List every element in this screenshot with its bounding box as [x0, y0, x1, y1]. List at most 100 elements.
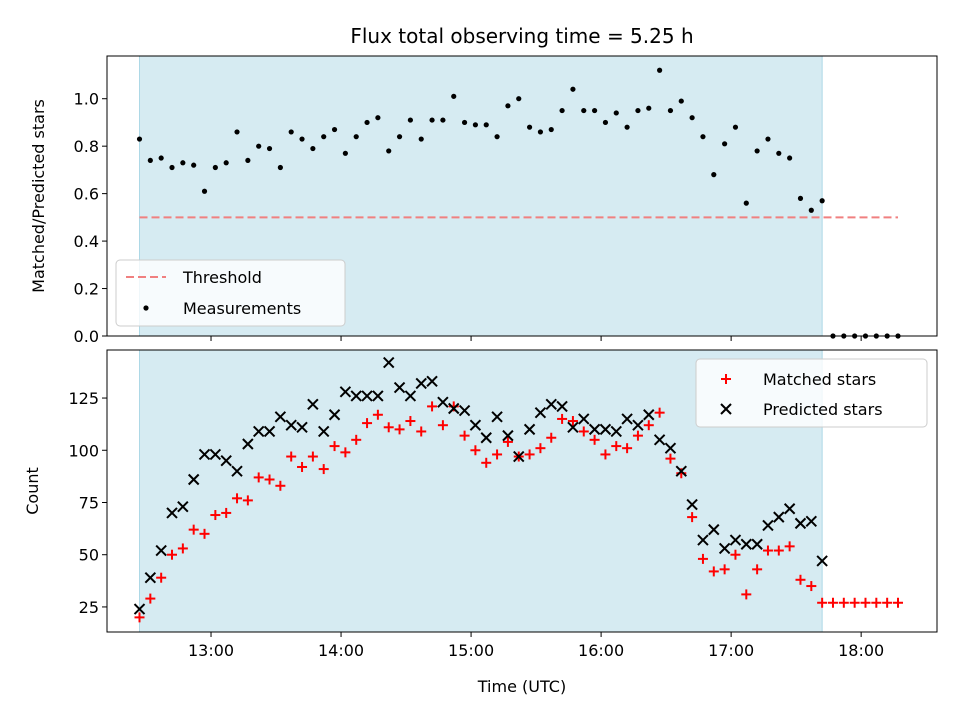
- matched-star-point: [871, 597, 882, 608]
- measurement-point: [722, 141, 728, 147]
- bottom-y-ticks: 25 50 75 100 125: [68, 389, 107, 617]
- legend-predicted-label: Predicted stars: [763, 400, 883, 419]
- predicted-star-point: [144, 571, 157, 584]
- matched-star-point: [199, 528, 210, 539]
- matched-star-point: [687, 512, 698, 523]
- predicted-star-point: [556, 400, 568, 413]
- matched-star-point: [741, 589, 752, 600]
- measurement-point: [700, 134, 706, 140]
- matched-star-point: [427, 401, 438, 412]
- measurement-point: [288, 129, 294, 135]
- predicted-star-point: [155, 544, 167, 557]
- predicted-star-point: [133, 603, 146, 615]
- measurement-point: [451, 93, 457, 99]
- top-legend-box: [115, 259, 346, 327]
- bottom-x-ticks: 13:00 14:00 15:00 16:00 17:00 18:00: [188, 632, 884, 660]
- measurement-point: [537, 129, 544, 135]
- predicted-star-point: [318, 425, 330, 438]
- matched-star-point: [827, 597, 838, 608]
- measurement-point: [191, 162, 197, 168]
- measurement-point: [201, 188, 208, 194]
- measurement-point: [147, 157, 153, 164]
- measurement-point: [331, 126, 338, 133]
- measurement-point: [613, 110, 619, 116]
- predicted-star-point: [534, 406, 547, 419]
- predicted-star-point: [231, 465, 243, 477]
- x-tick-label: 13:00: [188, 641, 234, 660]
- bottom-x-axis-label: Time (UTC): [477, 677, 566, 696]
- predicted-star-point: [415, 377, 427, 390]
- top-axes-frame: [106, 55, 938, 337]
- matched-star-point: [719, 564, 730, 575]
- matched-star-point: [156, 572, 167, 583]
- predicted-star-point: [469, 419, 482, 431]
- matched-star-point: [242, 495, 253, 506]
- x-tick-label: 18:00: [838, 641, 884, 660]
- measurement-point: [321, 134, 327, 140]
- measurement-point: [212, 164, 218, 171]
- matched-star-point: [145, 593, 156, 604]
- top-x-ticks: [210, 336, 862, 341]
- matched-star-point: [492, 449, 503, 460]
- measurement-point: [657, 67, 663, 73]
- measurement-point: [483, 122, 489, 128]
- matched-star-point: [643, 420, 654, 431]
- measurement-point: [776, 150, 782, 156]
- matched-star-point: [340, 447, 351, 458]
- matched-star-point: [383, 422, 394, 433]
- matched-star-point: [795, 574, 806, 585]
- predicted-star-point: [729, 534, 742, 546]
- predicted-star-point: [502, 429, 514, 442]
- measurement-point: [375, 115, 381, 121]
- matched-star-point: [177, 543, 188, 554]
- matched-star-point: [264, 474, 275, 485]
- measurement-point: [678, 98, 684, 104]
- measurement-point: [754, 148, 760, 154]
- matched-star-point: [849, 597, 860, 608]
- measurement-point: [440, 117, 446, 123]
- matched-star-point: [286, 451, 297, 462]
- measurement-point: [494, 134, 500, 140]
- matched-star-point: [470, 445, 481, 456]
- matched-star-point: [665, 453, 676, 464]
- matched-star-point: [210, 510, 221, 521]
- measurement-point: [180, 160, 186, 166]
- matched-star-point: [773, 545, 784, 556]
- measurement-point: [342, 150, 348, 156]
- predicted-star-point: [458, 404, 471, 417]
- predicted-star-point: [740, 538, 753, 550]
- measurement-point: [256, 143, 262, 149]
- matched-star-point: [275, 480, 286, 491]
- y-tick-label: 50: [79, 546, 99, 565]
- y-tick-label: 100: [68, 441, 99, 460]
- measurement-point: [407, 117, 413, 123]
- measurement-point: [743, 200, 749, 206]
- predicted-star-point: [513, 450, 525, 463]
- predicted-star-point: [166, 507, 178, 519]
- measurement-point: [711, 172, 717, 178]
- predicted-star-point: [285, 419, 297, 431]
- predicted-star-point: [545, 398, 557, 411]
- measurement-point: [624, 124, 630, 130]
- predicted-star-point: [643, 409, 655, 421]
- bottom-legend: Matched stars Predicted stars: [695, 358, 928, 428]
- predicted-star-point: [372, 390, 384, 402]
- matched-star-point: [416, 426, 427, 437]
- measurement-point: [808, 207, 814, 213]
- measurement-point: [386, 148, 392, 154]
- measurement-point: [667, 107, 674, 114]
- bottom-panel: 25 50 75 100 125 13:00 14:00 15:00 16:00 17:00 18…: [23, 349, 938, 696]
- matched-star-point: [502, 436, 513, 447]
- measurement-point: [819, 198, 825, 204]
- x-tick-label: 16:00: [578, 641, 624, 660]
- x-tick-label: 14:00: [318, 641, 364, 660]
- y-tick-label: 0.4: [74, 232, 99, 251]
- predicted-star-point: [448, 402, 460, 415]
- predicted-star-point: [209, 448, 222, 461]
- predicted-star-point: [686, 498, 698, 511]
- measurement-point: [526, 124, 533, 130]
- measurement-point: [266, 145, 273, 152]
- legend-threshold-label: Threshold: [182, 268, 262, 287]
- matched-star-point: [578, 426, 589, 437]
- predicted-star-point: [328, 409, 341, 421]
